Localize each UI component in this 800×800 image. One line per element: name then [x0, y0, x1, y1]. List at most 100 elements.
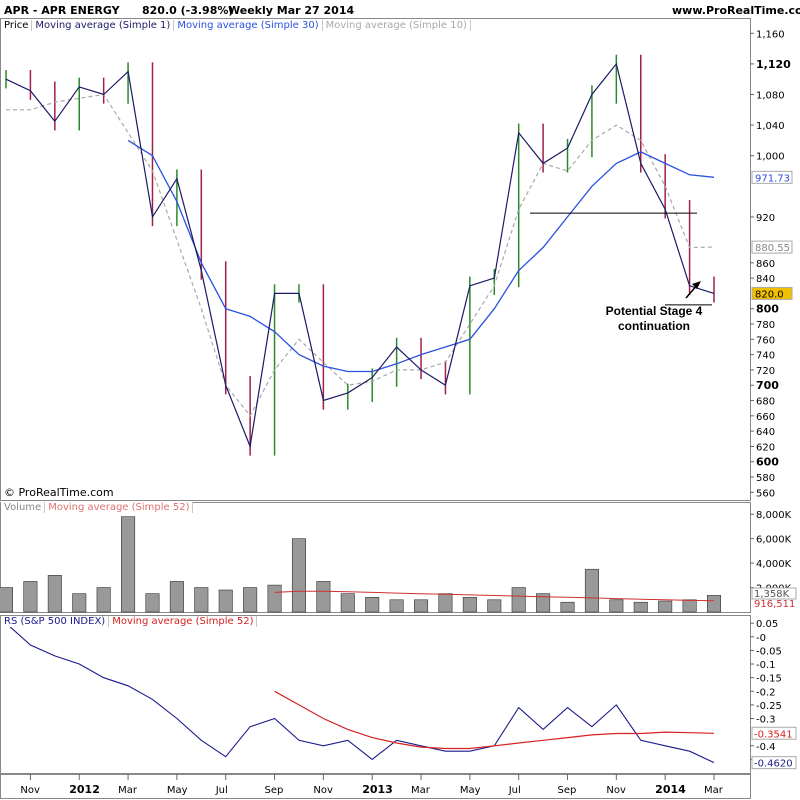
volume-bar — [584, 568, 599, 613]
price-tick: 640 — [756, 427, 775, 438]
x-tick: Jul — [215, 785, 228, 796]
legend-ma1[interactable]: Moving average (Simple 1) — [32, 20, 175, 31]
volume-bar — [267, 584, 282, 613]
legend-volume[interactable]: Volume — [1, 502, 46, 513]
rs-tag: -0.4620 — [754, 759, 793, 770]
rs-legend: RS (S&P 500 INDEX) Moving average (Simple… — [1, 616, 258, 627]
volume-tick: 8,000K — [756, 510, 792, 521]
volume-bar — [658, 600, 673, 613]
rs-line — [5, 622, 715, 764]
volume-bar — [316, 581, 331, 613]
panel-frame-2 — [0, 615, 751, 774]
price-tick: 680 — [756, 397, 775, 408]
site-label: www.ProRealTime.com — [672, 4, 800, 17]
volume-tick: 6,000K — [756, 535, 792, 546]
price-tag: 820.0 — [755, 289, 784, 300]
price-tick: 1,080 — [756, 91, 785, 102]
volume-bar — [633, 601, 648, 613]
rs-tag-box — [751, 756, 797, 770]
last-price: 820.0 (-3.98%) — [142, 4, 234, 17]
price-tick: 700 — [756, 379, 779, 392]
x-tick: Mar — [411, 785, 431, 796]
price-tick: 660 — [756, 412, 775, 423]
volume-bar — [243, 587, 258, 613]
price-tick: 780 — [756, 320, 775, 331]
volume-bar — [121, 516, 136, 613]
ma10-line — [6, 93, 715, 417]
volume-bar — [365, 597, 380, 613]
annotation-line-2: continuation — [618, 319, 690, 333]
price-tick: 720 — [756, 366, 775, 377]
x-tick: Nov — [606, 785, 626, 796]
price-tick: 620 — [756, 442, 775, 453]
volume-bar — [47, 575, 62, 613]
rs-tag-box — [751, 726, 797, 740]
volume-bar — [414, 599, 429, 613]
rs-tick: -0.1 — [756, 660, 776, 671]
volume-bar — [0, 587, 14, 613]
volume-bar — [96, 587, 111, 613]
x-tick: Sep — [558, 785, 577, 796]
volume-bar — [462, 597, 477, 613]
volume-tag: 1,358K — [754, 589, 790, 600]
volume-bar — [682, 599, 697, 613]
rs-tick: -0.25 — [756, 701, 782, 712]
price-tag: 971.73 — [755, 173, 790, 184]
x-tick: Mar — [118, 785, 138, 796]
price-tick: 740 — [756, 351, 775, 362]
x-tick: May — [460, 785, 481, 796]
period-label: Weekly Mar 27 2014 — [228, 4, 355, 17]
price-tag: 880.55 — [755, 243, 790, 254]
volume-ma52-line — [274, 590, 715, 602]
legend-price[interactable]: Price — [1, 20, 33, 31]
volume-ma-tag: 916,511 — [754, 599, 795, 610]
price-tick: 760 — [756, 335, 775, 346]
x-tick: Sep — [265, 785, 284, 796]
price-tick: 600 — [756, 456, 779, 469]
volume-bar — [340, 593, 355, 613]
volume-tag-box — [751, 587, 797, 600]
legend-rs[interactable]: RS (S&P 500 INDEX) — [1, 616, 110, 627]
rs-tick: -0 — [756, 633, 766, 644]
rs-tag: -0.3541 — [754, 729, 793, 740]
rs-tick: 0.05 — [756, 619, 778, 630]
panel-frame-0 — [0, 18, 751, 501]
volume-bar — [609, 599, 624, 613]
price-legend: Price Moving average (Simple 1) Moving ave… — [1, 20, 471, 31]
legend-rs-ma52[interactable]: Moving average (Simple 52) — [109, 616, 258, 627]
price-tick: 1,120 — [756, 58, 791, 71]
rs-tick: -0.4 — [756, 742, 776, 753]
volume-bar — [487, 599, 502, 613]
price-tick: 800 — [756, 303, 779, 316]
legend-ma10[interactable]: Moving average (Simple 10) — [323, 20, 471, 31]
price-tick: 840 — [756, 274, 775, 285]
volume-bar — [145, 593, 160, 613]
volume-bar — [438, 593, 453, 613]
price-tag-box — [751, 240, 793, 254]
rs-tick: -0.15 — [756, 674, 782, 685]
x-tick: Nov — [20, 785, 40, 796]
x-tick: 2013 — [362, 783, 393, 796]
x-tick: 2012 — [69, 783, 100, 796]
x-tick: Mar — [704, 785, 724, 796]
x-tick: Nov — [313, 785, 333, 796]
legend-volume-ma52[interactable]: Moving average (Simple 52) — [45, 502, 194, 513]
price-tick: 920 — [756, 213, 775, 224]
volume-bar — [23, 581, 38, 613]
x-tick: Jul — [508, 785, 521, 796]
volume-bar — [511, 587, 526, 613]
annotation-arrow-head — [692, 281, 701, 289]
x-tick: 2014 — [655, 783, 686, 796]
price-tick: 580 — [756, 473, 775, 484]
x-tick: May — [167, 785, 188, 796]
rs-ma52-line — [274, 690, 715, 750]
legend-ma30[interactable]: Moving average (Simple 30) — [174, 20, 323, 31]
volume-bar — [560, 601, 575, 613]
annotation-line-1: Potential Stage 4 — [605, 304, 703, 318]
price-tag-box — [751, 170, 793, 184]
price-line — [5, 62, 715, 449]
price-tag-box — [751, 286, 793, 300]
volume-bar — [72, 593, 87, 613]
chart-header: APR - APR ENERGY 820.0 (-3.98%) Weekly M… — [0, 0, 800, 20]
